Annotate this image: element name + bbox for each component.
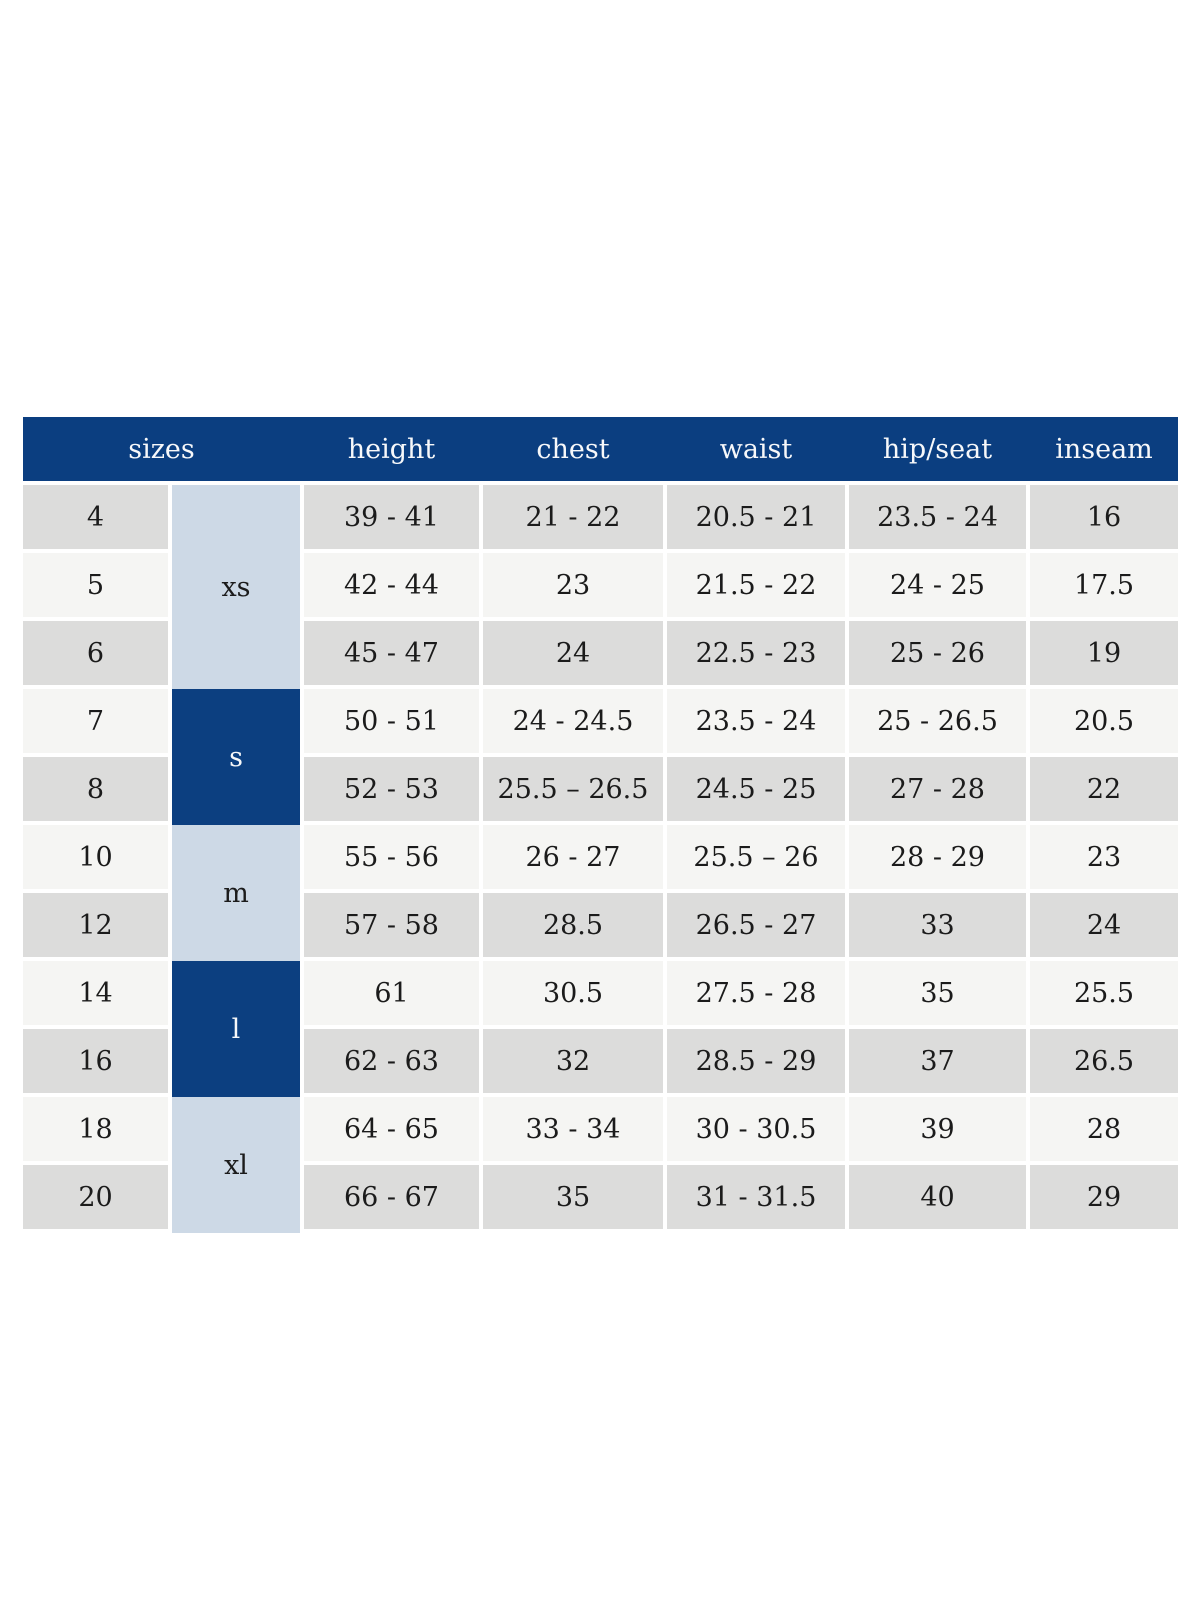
- height-cell: 57 - 58: [304, 893, 479, 957]
- hip-seat-cell: 28 - 29: [849, 825, 1026, 889]
- hip-seat-cell: 40: [849, 1165, 1026, 1229]
- inseam-cell: 24: [1030, 893, 1178, 957]
- chest-cell: 23: [483, 553, 663, 617]
- chest-cell: 28.5: [483, 893, 663, 957]
- chest-cell: 26 - 27: [483, 825, 663, 889]
- hip-seat-cell: 39: [849, 1097, 1026, 1161]
- waist-cell: 20.5 - 21: [667, 485, 845, 549]
- inseam-cell: 28: [1030, 1097, 1178, 1161]
- inseam-cell: 22: [1030, 757, 1178, 821]
- chest-cell: 30.5: [483, 961, 663, 1025]
- height-cell: 64 - 65: [304, 1097, 479, 1161]
- table-header-row: sizes height chest waist hip/seat inseam: [23, 417, 1178, 481]
- waist-cell: 27.5 - 28: [667, 961, 845, 1025]
- waist-cell: 22.5 - 23: [667, 621, 845, 685]
- hip-seat-cell: 27 - 28: [849, 757, 1026, 821]
- hip-seat-cell: 23.5 - 24: [849, 485, 1026, 549]
- inseam-cell: 19: [1030, 621, 1178, 685]
- column-header-height: height: [347, 433, 436, 465]
- hip-seat-cell: 24 - 25: [849, 553, 1026, 617]
- chest-cell: 32: [483, 1029, 663, 1093]
- chest-cell: 24 - 24.5: [483, 689, 663, 753]
- size-cell: 4: [23, 485, 168, 549]
- size-cell: 10: [23, 825, 168, 889]
- inseam-cell: 26.5: [1030, 1029, 1178, 1093]
- waist-cell: 30 - 30.5: [667, 1097, 845, 1161]
- size-cell: 18: [23, 1097, 168, 1161]
- inseam-cell: 20.5: [1030, 689, 1178, 753]
- size-group-cell-m: m: [172, 825, 300, 961]
- size-cell: 6: [23, 621, 168, 685]
- height-cell: 39 - 41: [304, 485, 479, 549]
- chest-cell: 35: [483, 1165, 663, 1229]
- size-cell: 14: [23, 961, 168, 1025]
- column-header-inseam: inseam: [1055, 433, 1153, 465]
- size-group-cell-l: l: [172, 961, 300, 1097]
- waist-cell: 28.5 - 29: [667, 1029, 845, 1093]
- size-cell: 8: [23, 757, 168, 821]
- hip-seat-cell: 25 - 26: [849, 621, 1026, 685]
- chest-cell: 25.5 – 26.5: [483, 757, 663, 821]
- inseam-cell: 23: [1030, 825, 1178, 889]
- inseam-cell: 16: [1030, 485, 1178, 549]
- size-cell: 5: [23, 553, 168, 617]
- size-cell: 16: [23, 1029, 168, 1093]
- size-cell: 12: [23, 893, 168, 957]
- size-group-cell-s: s: [172, 689, 300, 825]
- size-group-cell-xs: xs: [172, 485, 300, 689]
- size-cell: 7: [23, 689, 168, 753]
- inseam-cell: 29: [1030, 1165, 1178, 1229]
- hip-seat-cell: 33: [849, 893, 1026, 957]
- hip-seat-cell: 25 - 26.5: [849, 689, 1026, 753]
- waist-cell: 26.5 - 27: [667, 893, 845, 957]
- size-chart-table: sizes height chest waist hip/seat inseam…: [23, 417, 1178, 1233]
- height-cell: 55 - 56: [304, 825, 479, 889]
- waist-cell: 31 - 31.5: [667, 1165, 845, 1229]
- column-header-sizes: sizes: [128, 433, 195, 465]
- chest-cell: 33 - 34: [483, 1097, 663, 1161]
- height-cell: 52 - 53: [304, 757, 479, 821]
- chest-cell: 21 - 22: [483, 485, 663, 549]
- column-header-hip-seat: hip/seat: [882, 433, 993, 465]
- height-cell: 66 - 67: [304, 1165, 479, 1229]
- waist-cell: 21.5 - 22: [667, 553, 845, 617]
- height-cell: 50 - 51: [304, 689, 479, 753]
- waist-cell: 23.5 - 24: [667, 689, 845, 753]
- height-cell: 61: [304, 961, 479, 1025]
- hip-seat-cell: 35: [849, 961, 1026, 1025]
- waist-cell: 24.5 - 25: [667, 757, 845, 821]
- height-cell: 42 - 44: [304, 553, 479, 617]
- height-cell: 62 - 63: [304, 1029, 479, 1093]
- table-body: 4 39 - 41 21 - 22 20.5 - 21 23.5 - 24 16 5 42 -…: [23, 485, 1178, 1233]
- column-header-waist: waist: [719, 433, 793, 465]
- waist-cell: 25.5 – 26: [667, 825, 845, 889]
- size-cell: 20: [23, 1165, 168, 1229]
- height-cell: 45 - 47: [304, 621, 479, 685]
- column-header-chest: chest: [536, 433, 610, 465]
- inseam-cell: 17.5: [1030, 553, 1178, 617]
- inseam-cell: 25.5: [1030, 961, 1178, 1025]
- chest-cell: 24: [483, 621, 663, 685]
- size-group-cell-xl: xl: [172, 1097, 300, 1233]
- hip-seat-cell: 37: [849, 1029, 1026, 1093]
